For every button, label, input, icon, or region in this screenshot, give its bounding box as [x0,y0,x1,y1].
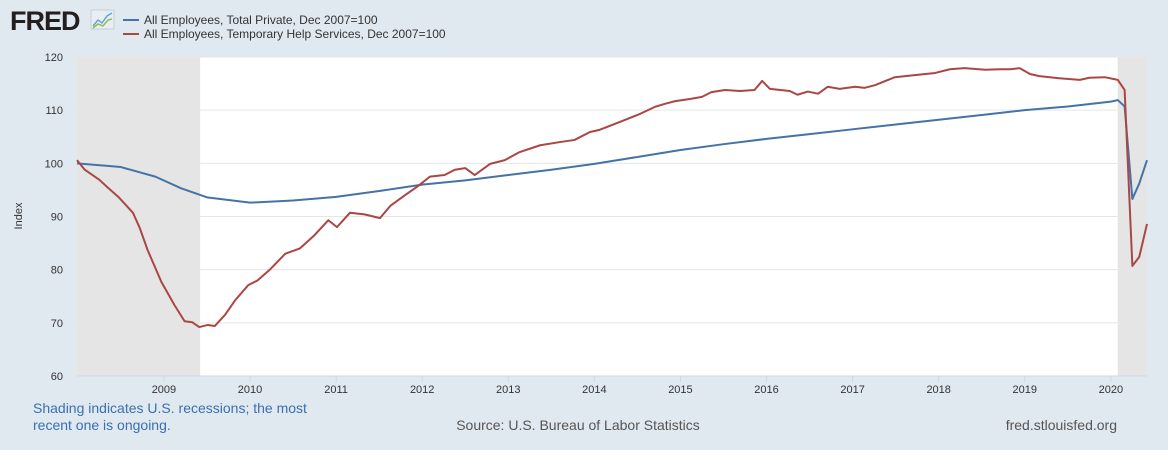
series-line-1 [76,67,1148,329]
x-tick-label: 2020 [1099,384,1123,396]
x-tick-label: 2015 [668,384,692,396]
x-axis: 2009 2010 2011 2012 2013 2014 2015 2016 2017 2018… [77,375,1147,396]
x-tick-label: 2009 [152,384,176,396]
y-tick-label: 60 [51,371,63,383]
y-axis-label: Index [13,202,25,229]
x-tick-label: 2018 [926,384,950,396]
y-tick-label: 120 [45,52,63,64]
y-tick-label: 100 [45,158,63,170]
x-tick-label: 2013 [496,384,520,396]
x-tick-label: 2010 [238,384,262,396]
y-tick-label: 110 [45,105,63,117]
source-text: Source: U.S. Bureau of Labor Statistics [456,417,700,433]
x-tick-label: 2019 [1013,384,1037,396]
legend-label-0: All Employees, Total Private, Dec 2007=1… [144,13,378,27]
fred-logo-text: FRED [10,6,80,36]
legend-label-1: All Employees, Temporary Help Services, … [144,27,446,41]
x-tick-label: 2012 [410,384,434,396]
series-line-0 [76,99,1148,204]
x-tick-label: 2016 [754,384,778,396]
y-axis: 60 70 80 90 100 110 120 [45,52,63,383]
x-tick-label: 2014 [582,384,606,396]
series-lines [76,67,1148,329]
x-tick-label: 2017 [840,384,864,396]
recession-note-line1: Shading indicates U.S. recessions; the m… [33,400,307,416]
y-tick-label: 80 [51,265,63,277]
y-tick-label: 90 [51,212,63,224]
legend: All Employees, Total Private, Dec 2007=1… [123,13,446,41]
fred-logo[interactable]: FRED [10,6,115,36]
x-tick-label: 2011 [324,384,348,396]
recession-note-line2: recent one is ongoing. [33,417,171,433]
y-tick-label: 70 [51,318,63,330]
fred-chart-icon [90,9,115,30]
site-link[interactable]: fred.stlouisfed.org [1006,417,1117,433]
